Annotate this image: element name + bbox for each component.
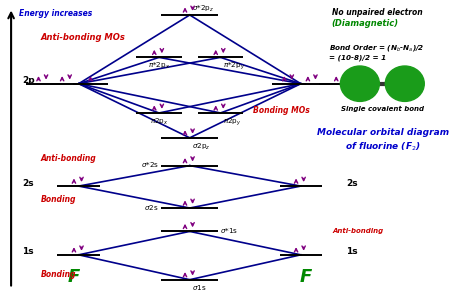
Text: F: F xyxy=(356,79,364,89)
Text: 1s: 1s xyxy=(22,248,34,256)
Text: Bonding MOs: Bonding MOs xyxy=(253,106,310,114)
Text: $\pi$*2p$_x$: $\pi$*2p$_x$ xyxy=(148,61,170,71)
Text: F: F xyxy=(300,268,311,286)
Text: Anti-bonding: Anti-bonding xyxy=(41,154,97,163)
Text: Bonding: Bonding xyxy=(41,195,76,204)
Ellipse shape xyxy=(340,66,379,101)
Text: Bond Order = (N$_b$-N$_a$)/2: Bond Order = (N$_b$-N$_a$)/2 xyxy=(329,43,425,53)
Text: (Diamagnetic): (Diamagnetic) xyxy=(331,19,399,28)
Text: Anti-bonding MOs: Anti-bonding MOs xyxy=(41,33,126,42)
Text: 2p: 2p xyxy=(22,76,35,85)
Text: $\sigma$*2p$_z$: $\sigma$*2p$_z$ xyxy=(192,3,214,14)
Text: 1s: 1s xyxy=(346,248,357,256)
Text: $\pi$2p$_x$: $\pi$2p$_x$ xyxy=(150,117,168,127)
Text: No unpaired electron: No unpaired electron xyxy=(331,8,422,17)
Text: F: F xyxy=(401,79,409,89)
Text: 2p: 2p xyxy=(345,76,357,85)
Text: $\sigma$*1s: $\sigma$*1s xyxy=(220,226,239,235)
Text: $\sigma$1s: $\sigma$1s xyxy=(192,283,207,291)
Text: $\pi$*2p$_y$: $\pi$*2p$_y$ xyxy=(223,61,245,72)
Text: $\sigma$2s: $\sigma$2s xyxy=(145,203,159,212)
Text: Single covalent bond: Single covalent bond xyxy=(341,106,424,112)
Text: $\sigma$2p$_z$: $\sigma$2p$_z$ xyxy=(192,142,211,152)
Text: = (10-8)/2 = 1: = (10-8)/2 = 1 xyxy=(329,55,386,61)
Text: Anti-bonding: Anti-bonding xyxy=(333,227,384,234)
Text: $\sigma$*2s: $\sigma$*2s xyxy=(141,160,159,169)
Text: Molecular orbital diagram
of fluorine (F$_2$): Molecular orbital diagram of fluorine (F… xyxy=(317,127,448,153)
Ellipse shape xyxy=(385,66,424,101)
Text: $\pi$2p$_y$: $\pi$2p$_y$ xyxy=(223,117,241,128)
Text: 2s: 2s xyxy=(22,179,34,188)
Text: 2s: 2s xyxy=(346,179,357,188)
Text: Bonding: Bonding xyxy=(41,270,76,279)
Text: F: F xyxy=(68,268,80,286)
Text: Energy increases: Energy increases xyxy=(18,9,92,18)
